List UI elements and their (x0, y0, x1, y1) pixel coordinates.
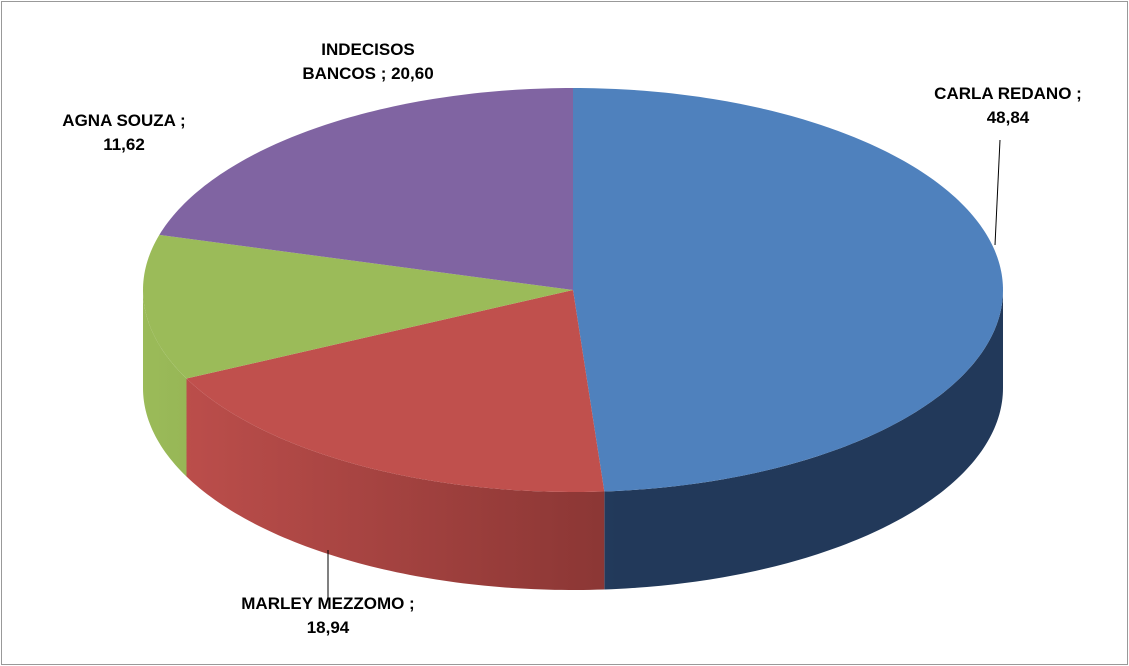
slice-side (604, 290, 1003, 590)
slice-side (186, 378, 605, 590)
leader-line (994, 139, 1001, 246)
data-label: MARLEY MEZZOMO ; 18,94 (241, 594, 415, 637)
slice-side (143, 290, 187, 477)
slice (143, 234, 573, 379)
slice (186, 290, 605, 492)
data-label: CARLA REDANO ; 48,84 (934, 84, 1082, 127)
data-label: AGNA SOUZA ; 11,62 (62, 111, 186, 154)
slice (573, 88, 1003, 492)
slice (159, 88, 573, 290)
data-label: INDECISOS BANCOS ; 20,60 (302, 40, 434, 83)
